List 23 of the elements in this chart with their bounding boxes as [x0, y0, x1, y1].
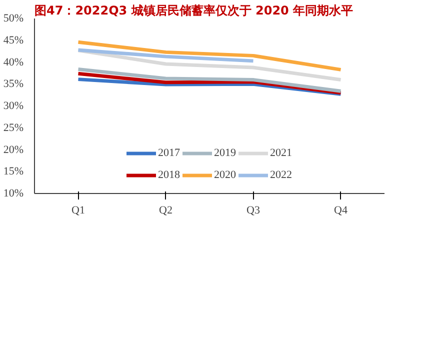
y-tick-label: 30% — [3, 100, 24, 112]
legend-label: 2021 — [270, 147, 292, 159]
line-series — [76, 40, 342, 72]
y-tick-label: 35% — [3, 78, 24, 90]
chart-title: 图47：2022Q3 城镇居民储蓄率仅次于 2020 年同期水平 — [34, 4, 354, 18]
x-tick-label: Q2 — [159, 204, 172, 216]
y-tick-label: 40% — [3, 56, 24, 68]
legend-label: 2017 — [158, 147, 180, 159]
legend-label: 2019 — [214, 147, 236, 159]
legend-label: 2020 — [214, 169, 236, 181]
y-tick-label: 50% — [3, 12, 24, 24]
y-tick-label: 15% — [3, 166, 24, 178]
line-series — [76, 72, 342, 95]
x-tick-label: Q1 — [72, 204, 85, 216]
y-tick-label: 25% — [3, 122, 24, 134]
legend-label: 2018 — [158, 169, 180, 181]
y-tick-label: 10% — [3, 188, 24, 200]
x-tick-label: Q3 — [246, 204, 260, 216]
y-tick-label: 20% — [3, 144, 24, 156]
y-tick-label: 45% — [3, 34, 24, 46]
legend-label: 2022 — [270, 169, 292, 181]
line-series — [76, 68, 342, 93]
x-tick-label: Q4 — [334, 204, 348, 216]
